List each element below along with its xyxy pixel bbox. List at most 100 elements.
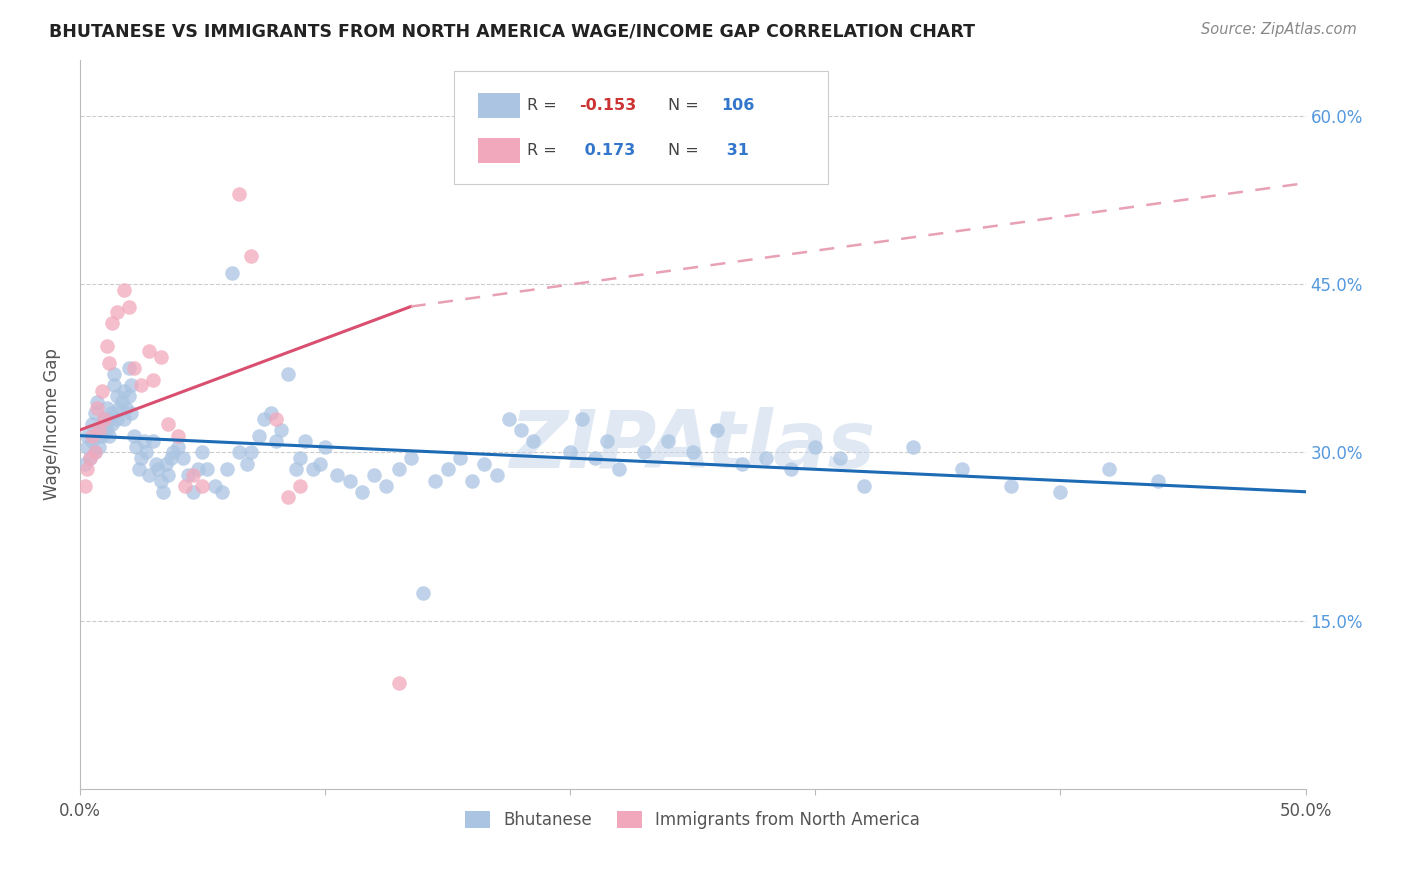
Point: [181, 484, 204, 499]
Point: [105, 412, 128, 426]
Point: [264, 434, 287, 449]
Point: [110, 395, 132, 409]
Text: N =: N =: [668, 144, 704, 158]
Point: [472, 457, 495, 471]
Point: [90, 423, 112, 437]
Point: [596, 434, 619, 449]
Point: [247, 428, 270, 442]
Point: [86, 401, 108, 415]
Text: R =: R =: [527, 144, 562, 158]
Point: [277, 491, 299, 505]
Point: [270, 423, 292, 437]
Point: [425, 474, 447, 488]
Point: [657, 434, 679, 449]
Text: ZIPAtlas: ZIPAtlas: [509, 408, 876, 485]
Point: [82, 417, 104, 432]
Point: [240, 445, 263, 459]
Point: [235, 457, 257, 471]
Point: [309, 457, 332, 471]
Point: [449, 451, 471, 466]
Point: [461, 474, 484, 488]
Text: N =: N =: [668, 98, 704, 113]
Point: [375, 479, 398, 493]
Point: [181, 467, 204, 482]
Point: [558, 445, 581, 459]
Point: [1000, 479, 1022, 493]
Point: [157, 467, 180, 482]
Point: [93, 412, 115, 426]
Point: [350, 484, 373, 499]
Point: [387, 462, 409, 476]
Point: [83, 445, 105, 459]
FancyBboxPatch shape: [478, 93, 520, 118]
Point: [128, 462, 150, 476]
Point: [731, 457, 754, 471]
Point: [93, 423, 115, 437]
Point: [314, 440, 336, 454]
Point: [76, 462, 98, 476]
Point: [76, 428, 98, 442]
Point: [152, 484, 174, 499]
Point: [191, 479, 214, 493]
Point: [105, 389, 128, 403]
Text: 106: 106: [721, 98, 754, 113]
Point: [93, 412, 115, 426]
Point: [284, 462, 307, 476]
Point: [191, 445, 214, 459]
FancyBboxPatch shape: [478, 138, 520, 163]
Point: [228, 445, 250, 459]
Point: [83, 406, 105, 420]
Point: [607, 462, 630, 476]
Y-axis label: Wage/Income Gap: Wage/Income Gap: [44, 349, 60, 500]
Point: [682, 445, 704, 459]
Point: [326, 467, 349, 482]
Point: [1147, 474, 1170, 488]
Point: [76, 440, 98, 454]
Point: [162, 445, 184, 459]
Point: [100, 406, 122, 420]
Point: [240, 249, 263, 263]
Point: [167, 428, 190, 442]
FancyBboxPatch shape: [454, 70, 828, 184]
Point: [90, 384, 112, 398]
Point: [148, 462, 170, 476]
Point: [103, 378, 125, 392]
Point: [142, 434, 165, 449]
Point: [167, 440, 190, 454]
Point: [221, 266, 243, 280]
Point: [73, 457, 96, 471]
Point: [96, 339, 118, 353]
Point: [149, 474, 172, 488]
Point: [115, 401, 138, 415]
Point: [79, 451, 101, 466]
Point: [89, 440, 111, 454]
Point: [100, 417, 122, 432]
Point: [89, 423, 111, 437]
Point: [138, 467, 160, 482]
Point: [264, 412, 287, 426]
Point: [112, 283, 135, 297]
Point: [436, 462, 458, 476]
Point: [903, 440, 925, 454]
Point: [755, 451, 778, 466]
Point: [112, 412, 135, 426]
Point: [853, 479, 876, 493]
Point: [129, 378, 152, 392]
Point: [301, 462, 323, 476]
Point: [186, 462, 208, 476]
Point: [73, 479, 96, 493]
Point: [828, 451, 851, 466]
Point: [122, 428, 145, 442]
Point: [510, 423, 533, 437]
Point: [83, 445, 105, 459]
Point: [174, 479, 197, 493]
Point: [122, 361, 145, 376]
Text: BHUTANESE VS IMMIGRANTS FROM NORTH AMERICA WAGE/INCOME GAP CORRELATION CHART: BHUTANESE VS IMMIGRANTS FROM NORTH AMERI…: [49, 22, 976, 40]
Point: [211, 484, 233, 499]
Point: [804, 440, 827, 454]
Point: [96, 423, 118, 437]
Point: [118, 300, 141, 314]
Point: [118, 361, 141, 376]
Point: [155, 457, 177, 471]
Point: [339, 474, 361, 488]
